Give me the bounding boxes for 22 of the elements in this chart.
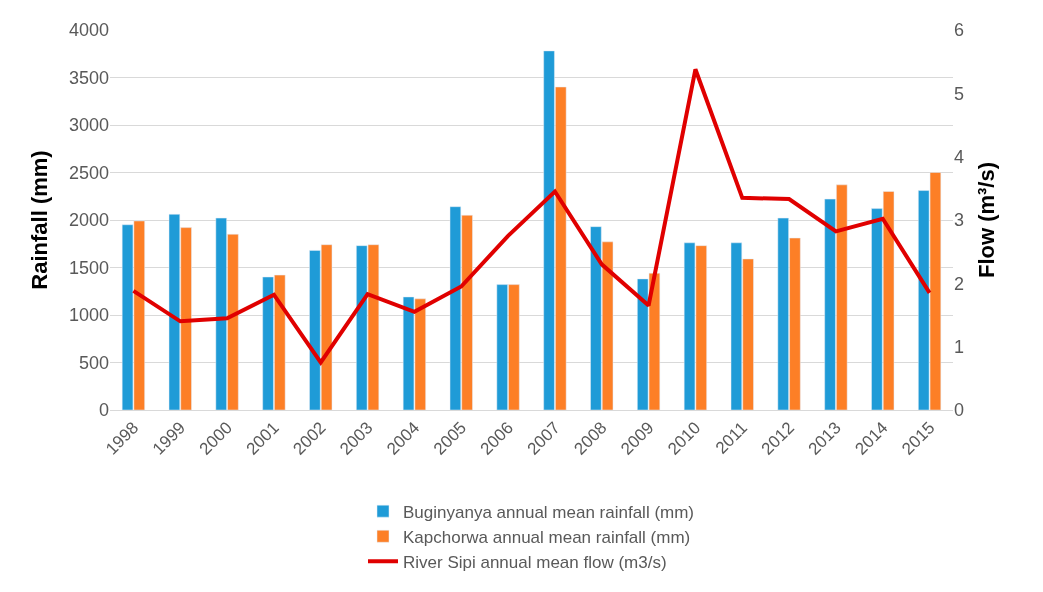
legend-label: Buginyanya annual mean rainfall (mm) (403, 502, 695, 522)
y-tick-label: 3000 (68, 115, 109, 136)
y2-tick-label: 3 (954, 210, 965, 231)
y2-tick-label: 6 (954, 20, 965, 41)
y2-tick-label: 1 (954, 336, 965, 357)
y2-tick-label: 2 (954, 273, 965, 294)
y2-tick-label: 5 (954, 83, 965, 104)
y-axis-title: Rainfall (mm) (26, 150, 52, 290)
y-tick-label: 0 (98, 400, 109, 421)
y-tick-label: 3500 (68, 67, 109, 88)
legend-label: River Sipi annual mean flow (m3/s) (403, 552, 667, 572)
y2-tick-label: 4 (954, 146, 965, 167)
line-series (131, 67, 932, 365)
y-tick-label: 1500 (68, 257, 109, 278)
y-tick-label: 2500 (68, 162, 109, 183)
y-tick-label: 1000 (68, 305, 109, 326)
y2-tick-label: 0 (954, 400, 965, 421)
y2-axis-title: Flow (m³/s) (973, 161, 999, 279)
y-tick-label: 4000 (68, 20, 109, 41)
legend-label: Kapchorwa annual mean rainfall (mm) (403, 527, 691, 547)
y-tick-label: 2000 (68, 210, 109, 231)
y-tick-label: 500 (78, 352, 109, 373)
